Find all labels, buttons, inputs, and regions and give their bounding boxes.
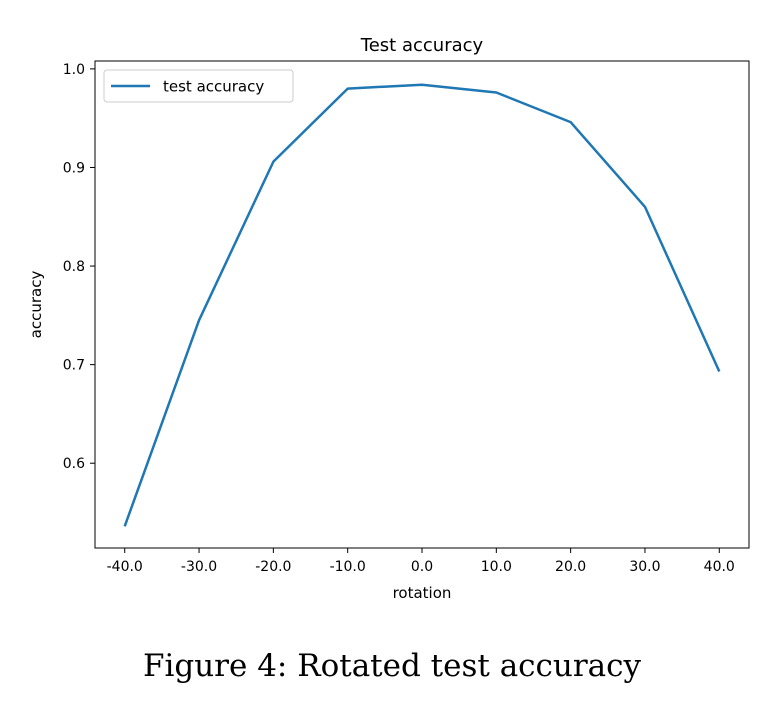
x-axis: -40.0 -30.0 -20.0 -10.0 0.0 10.0 20.0 30.0 40.0: [107, 548, 735, 575]
x-tick-label: 30.0: [629, 559, 660, 575]
x-tick-label: 20.0: [555, 559, 586, 575]
x-tick-label: 10.0: [481, 559, 512, 575]
y-tick-label: 0.7: [63, 358, 85, 374]
figure-caption: Figure 4: Rotated test accuracy: [142, 648, 642, 684]
y-axis-label: accuracy: [27, 271, 45, 339]
chart-title: Test accuracy: [360, 35, 484, 56]
legend: test accuracy: [103, 69, 294, 103]
y-axis: 0.6 0.7 0.8 0.9 1.0: [63, 62, 95, 472]
legend-entry-label: test accuracy: [163, 78, 264, 96]
x-tick-label: -20.0: [255, 559, 291, 575]
x-tick-label: -10.0: [330, 559, 366, 575]
series-layer: [123, 83, 721, 527]
series-line-test-accuracy: [123, 83, 721, 527]
x-tick-label: -30.0: [181, 559, 217, 575]
x-tick-label: 0.0: [411, 559, 433, 575]
legend-box: [103, 69, 294, 103]
y-tick-label: 0.6: [63, 456, 85, 472]
x-tick-label: 40.0: [704, 559, 735, 575]
y-tick-label: 0.9: [63, 160, 85, 176]
y-tick-label: 1.0: [63, 62, 85, 78]
plot-frame: [94, 60, 750, 549]
y-tick-label: 0.8: [63, 259, 85, 275]
x-axis-label: rotation: [393, 584, 452, 602]
x-tick-label: -40.0: [107, 559, 143, 575]
